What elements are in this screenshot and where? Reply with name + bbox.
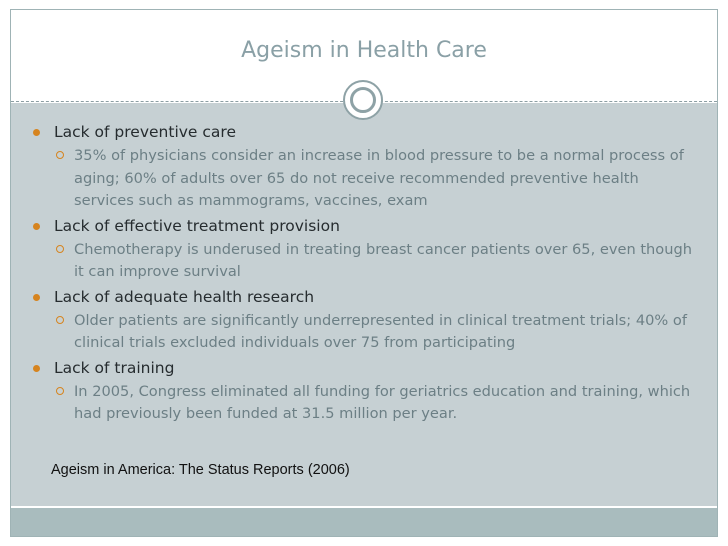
bullet-heading-text: Lack of preventive care	[54, 123, 236, 141]
double-ring-icon	[343, 80, 383, 120]
bullet-heading-text: Lack of training	[54, 358, 175, 377]
bullet-detail: Chemotherapy is underused in treating br…	[33, 239, 703, 284]
bullet-item: Lack of training In 2005, Congress elimi…	[33, 357, 703, 426]
bullet-heading: Lack of preventive care	[33, 121, 703, 144]
hollow-circle-icon	[56, 315, 64, 324]
filled-circle-icon	[33, 364, 40, 372]
footer-band	[11, 508, 717, 536]
bullet-item: Lack of preventive care 35% of physician…	[33, 121, 703, 213]
bullet-detail: Older patients are significantly underre…	[33, 310, 703, 355]
bullet-heading-text: Lack of effective treatment provision	[54, 216, 340, 235]
bullet-item: Lack of adequate health research Older p…	[33, 286, 703, 355]
filled-circle-icon	[33, 222, 40, 230]
bullet-heading: Lack of training	[33, 357, 703, 380]
bullet-detail-text: 35% of physicians consider an increase i…	[74, 147, 684, 209]
content-area: Lack of preventive care 35% of physician…	[11, 103, 717, 506]
hollow-circle-icon	[56, 244, 64, 253]
hollow-circle-icon	[56, 386, 64, 395]
inner-ring	[350, 87, 376, 113]
slide-frame	[10, 9, 718, 537]
bullet-detail-text: Older patients are significantly underre…	[74, 311, 687, 352]
bullet-heading: Lack of effective treatment provision	[33, 215, 703, 238]
bullet-detail: 35% of physicians consider an increase i…	[33, 145, 703, 213]
filled-circle-icon	[33, 293, 40, 301]
bullet-heading-text: Lack of adequate health research	[54, 287, 315, 306]
bullet-item: Lack of effective treatment provision Ch…	[33, 215, 703, 284]
bullet-list: Lack of preventive care 35% of physician…	[33, 121, 703, 428]
bullet-detail-text: In 2005, Congress eliminated all funding…	[74, 382, 691, 423]
bullet-heading: Lack of adequate health research	[33, 286, 703, 309]
slide-title: Ageism in Health Care	[241, 38, 487, 63]
bullet-detail-text: Chemotherapy is underused in treating br…	[74, 240, 692, 281]
filled-circle-icon	[33, 129, 40, 136]
hollow-circle-icon	[56, 151, 64, 159]
citation-text: Ageism in America: The Status Reports (2…	[51, 462, 350, 478]
bullet-detail: In 2005, Congress eliminated all funding…	[33, 381, 703, 426]
